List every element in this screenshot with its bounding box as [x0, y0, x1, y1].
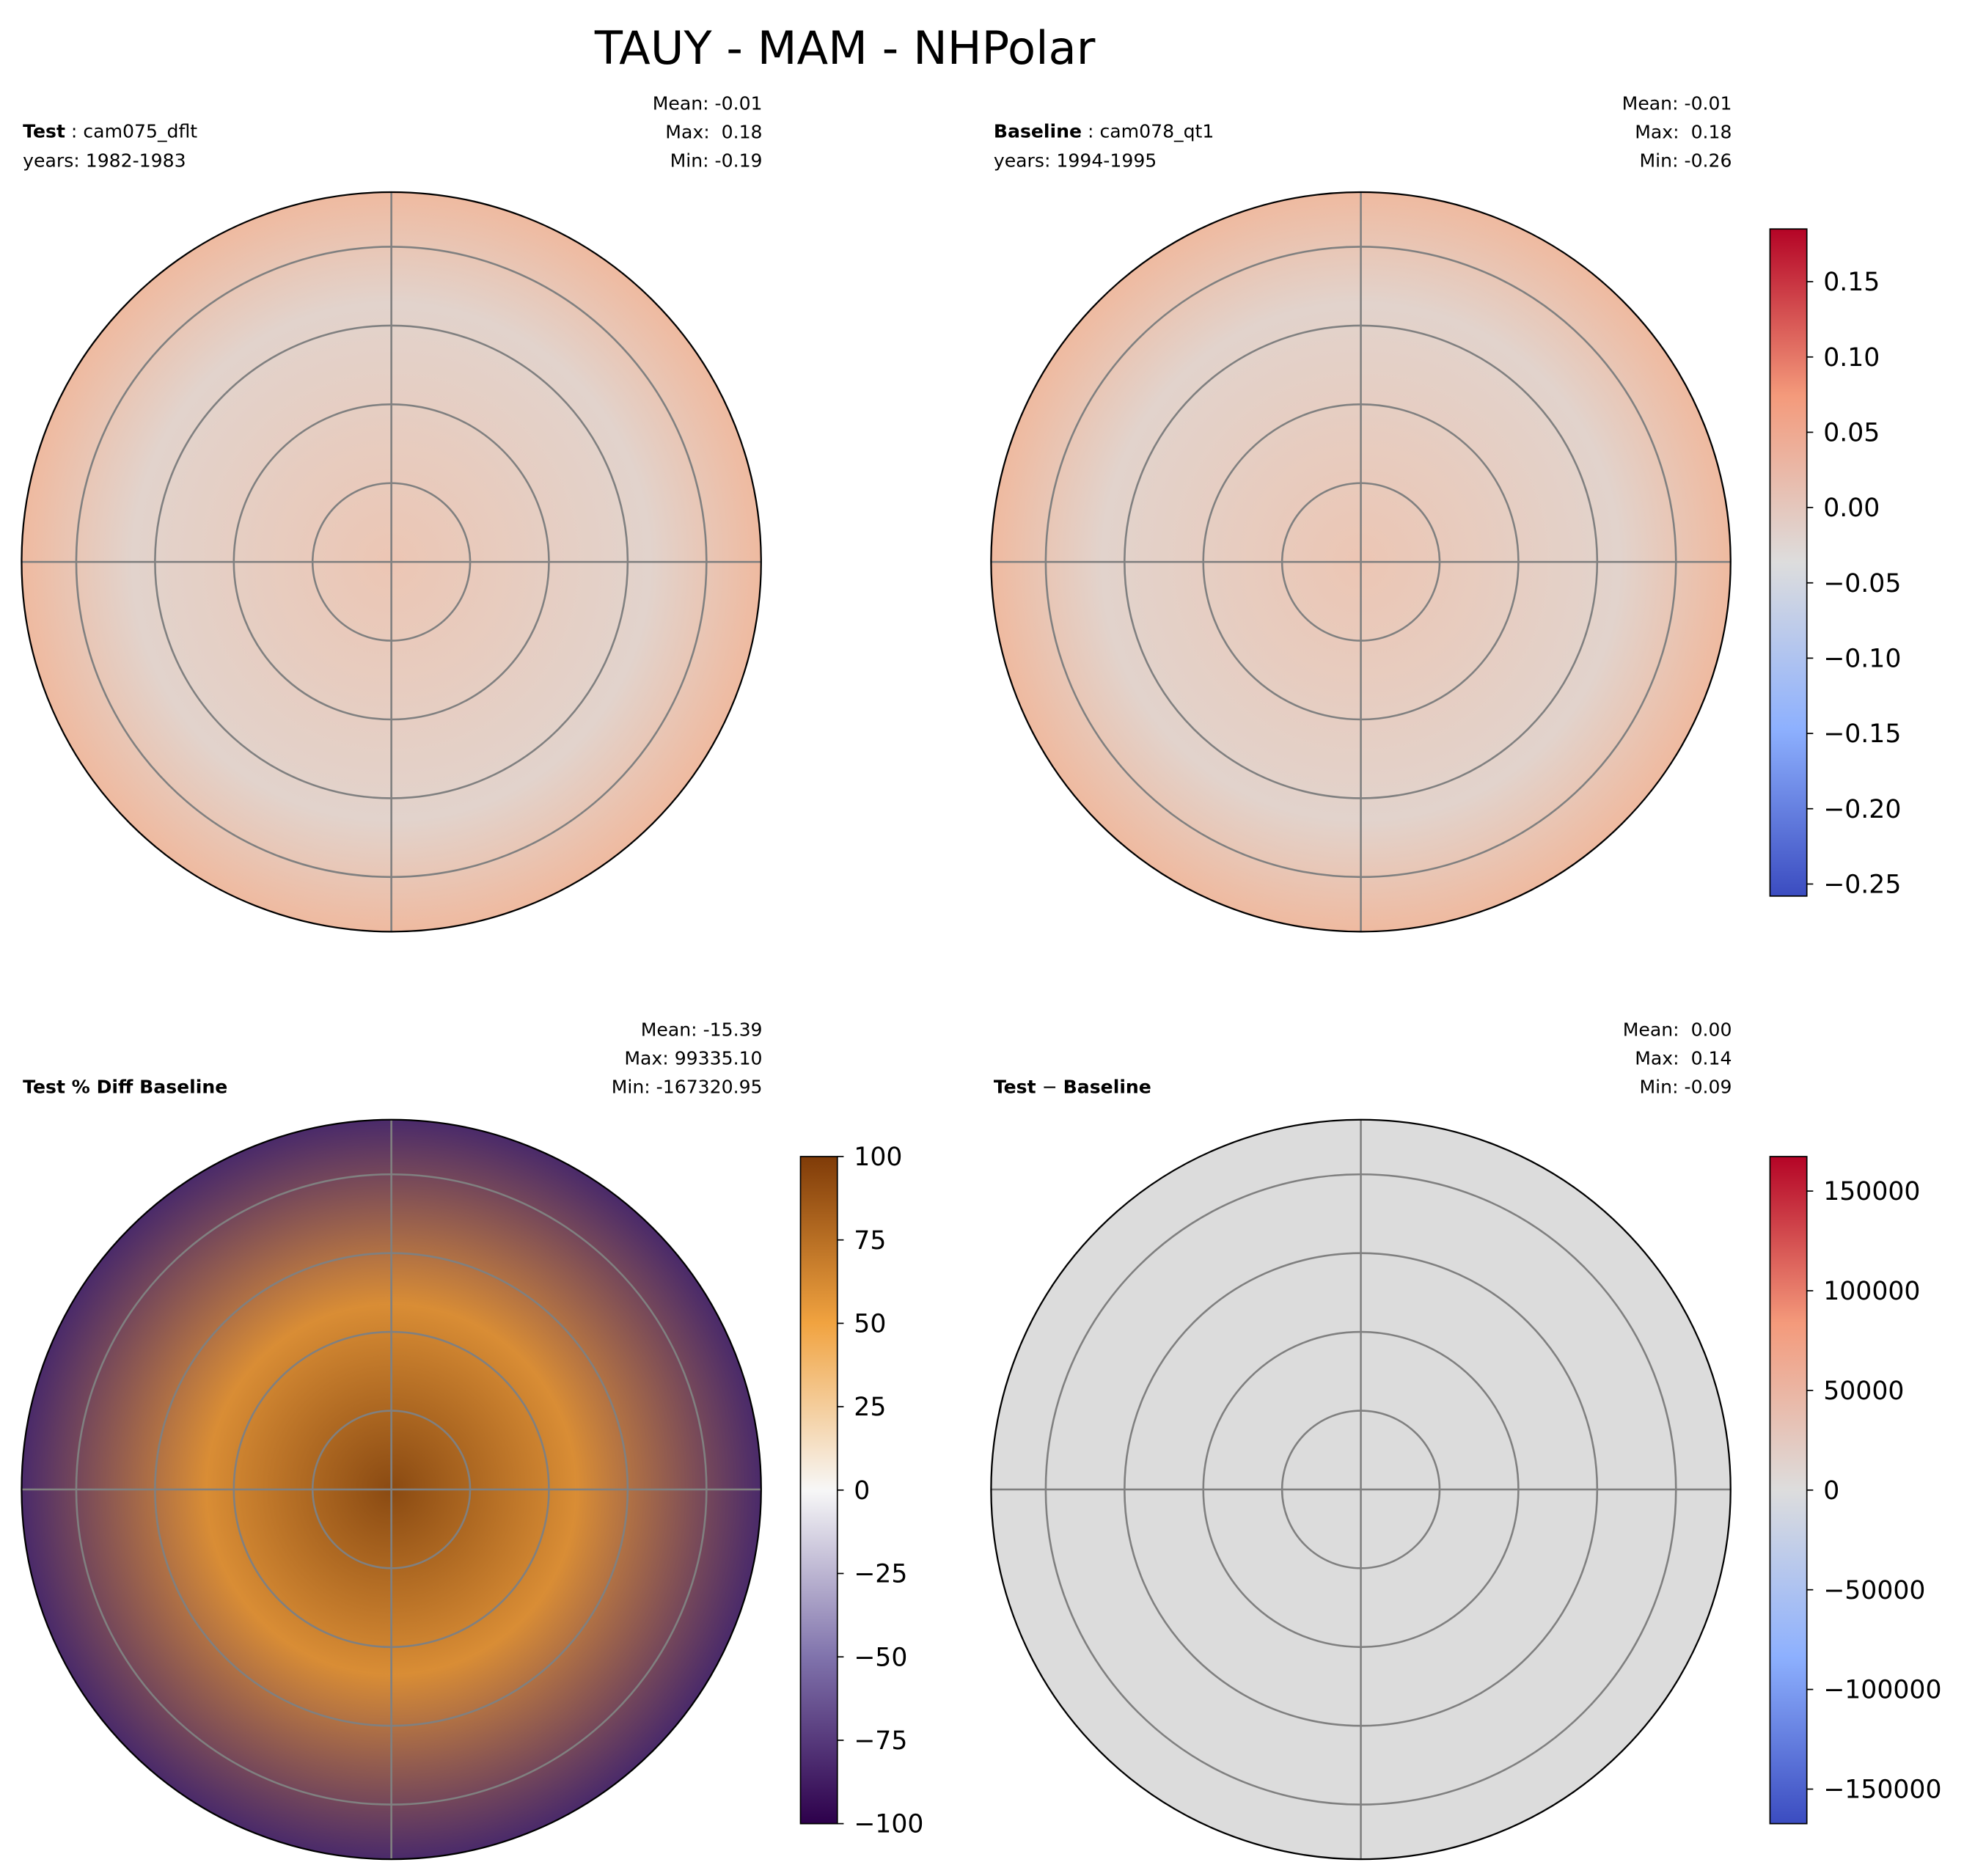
colorbar-tick-label: −0.05	[1823, 569, 1901, 598]
colorbar-tick-label: 50000	[1823, 1377, 1904, 1406]
colorbar-tick-label: −100	[854, 1810, 923, 1839]
colorbar-tick-label: 25	[854, 1393, 886, 1422]
colorbar-tick-label: −0.20	[1823, 795, 1901, 824]
panel-stat: Mean: 0.00	[1623, 1019, 1732, 1040]
colorbar-tick-label: −50	[854, 1643, 907, 1672]
colorbar-tick-label: −75	[854, 1726, 907, 1756]
map-border	[990, 1118, 1732, 1861]
colorbar-tick-label: 150000	[1823, 1177, 1920, 1206]
figure-title: TAUY - MAM - NHPolar	[594, 21, 1096, 75]
panel-stat: Max: 0.18	[1635, 121, 1732, 142]
label-part: Baseline	[1063, 1076, 1151, 1097]
panel-stat: Max: 0.14	[1635, 1047, 1732, 1069]
colorbar-tick-label: −50000	[1823, 1576, 1925, 1605]
colorbar-tick-label: 50	[854, 1310, 886, 1339]
panel-stat: Max: 0.18	[665, 121, 762, 142]
colorbar-tick-label: −25	[854, 1560, 907, 1589]
panel-stat: Mean: -0.01	[653, 92, 763, 114]
panel-years: years: 1982-1983	[23, 150, 186, 171]
colorbar	[1769, 228, 1808, 897]
colorbar-tick-label: −0.10	[1823, 645, 1901, 674]
panel-stat: Min: -0.26	[1640, 150, 1732, 171]
label-part: : cam078_qt1	[1082, 120, 1214, 142]
colorbar	[1769, 1156, 1808, 1825]
colorbar-tick-label: −0.15	[1823, 719, 1901, 749]
map-border	[21, 1118, 762, 1861]
panel-label: Test − Baseline	[994, 1076, 1151, 1097]
colorbar-tick-label: −100000	[1823, 1676, 1941, 1705]
panel-stat: Mean: -15.39	[641, 1019, 763, 1040]
label-part: Test	[994, 1076, 1036, 1097]
label-part: : cam075_dflt	[65, 120, 197, 142]
colorbar-tick-label: 0.00	[1823, 494, 1880, 523]
panel-stat: Min: -0.09	[1640, 1076, 1732, 1097]
panel-label: Test : cam075_dflt	[23, 120, 197, 142]
colorbar-tick-label: 75	[854, 1226, 886, 1256]
panel-years: years: 1994-1995	[994, 150, 1157, 171]
panel-stat: Min: -0.19	[670, 150, 763, 171]
label-part: Test % Diff Baseline	[23, 1076, 227, 1097]
panel-label: Test % Diff Baseline	[23, 1076, 227, 1097]
colorbar	[799, 1156, 838, 1825]
colorbar-tick-label: 0.15	[1823, 268, 1880, 297]
label-part: −	[1036, 1076, 1063, 1097]
colorbar-tick-label: −0.25	[1823, 871, 1901, 900]
label-part: Test	[23, 120, 65, 142]
colorbar-tick-label: 100	[854, 1143, 902, 1172]
colorbar-tick-label: 0.05	[1823, 419, 1880, 448]
colorbar-tick-label: 0	[854, 1476, 870, 1506]
map-border	[990, 191, 1732, 933]
colorbar-tick-label: 100000	[1823, 1277, 1920, 1306]
colorbar-tick-label: −150000	[1823, 1776, 1941, 1805]
map-border	[21, 191, 762, 933]
colorbar-tick-label: 0	[1823, 1476, 1839, 1506]
panel-stat: Min: -167320.95	[612, 1076, 763, 1097]
panel-stat: Max: 99335.10	[624, 1047, 762, 1069]
panel-label: Baseline : cam078_qt1	[994, 120, 1214, 142]
colorbar-tick-label: 0.10	[1823, 343, 1880, 373]
label-part: Baseline	[994, 120, 1082, 142]
panel-stat: Mean: -0.01	[1622, 92, 1732, 114]
